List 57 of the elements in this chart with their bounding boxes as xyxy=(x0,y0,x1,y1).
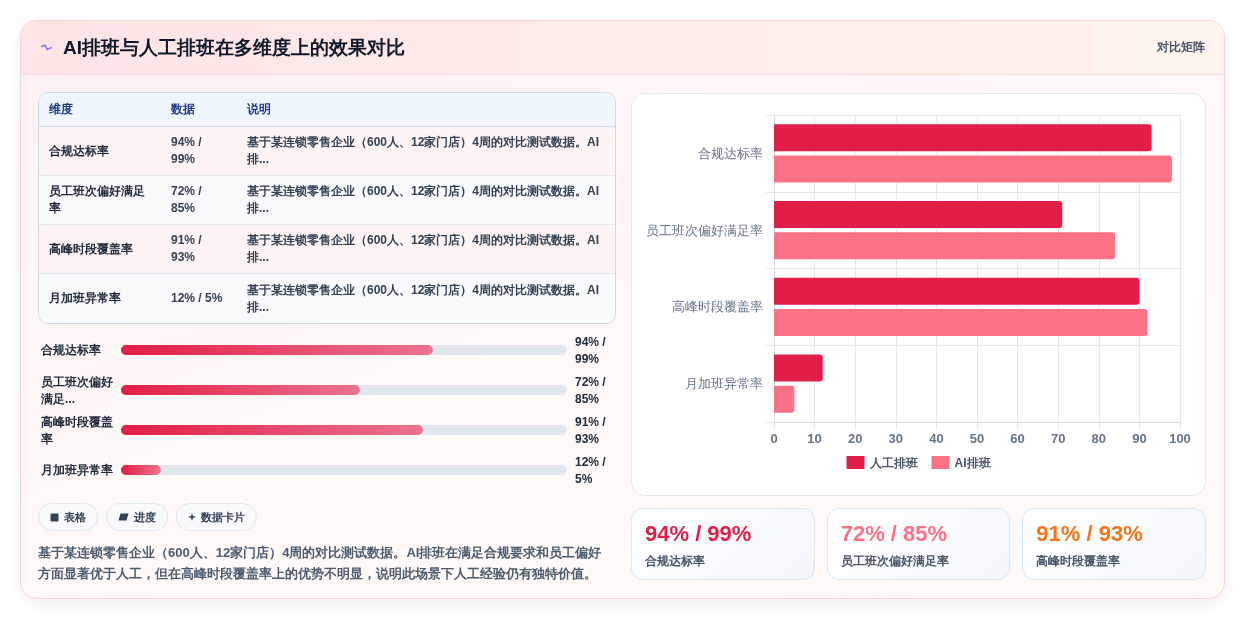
data-label: 94% / 99% xyxy=(575,334,610,366)
text: 高峰时段覆盖率 xyxy=(1036,553,1122,569)
text: 基于某连锁零售企业（600人、12家门店）4周的对比测试数据。AI排... xyxy=(237,176,615,225)
bar xyxy=(774,201,1063,229)
x-tick-label: 40 xyxy=(929,431,944,446)
text: 进度 xyxy=(134,509,156,525)
text: 说明 xyxy=(237,93,615,127)
data-label: 72% / 85% xyxy=(575,374,610,406)
text: 对比矩阵 xyxy=(1157,39,1205,56)
text: 数据 xyxy=(161,93,237,127)
bar xyxy=(774,124,1152,152)
text: 94% / 99% xyxy=(161,127,237,176)
y-tick-label: 高峰时段覆盖率 xyxy=(40,414,113,446)
text: 表格 xyxy=(64,509,86,525)
x-tick-label: 20 xyxy=(847,431,863,446)
bar xyxy=(774,155,1172,183)
text: 基于某连锁零售企业（600人、12家门店）4周的对比测试数据。AI排... xyxy=(237,274,615,323)
bar xyxy=(774,232,1116,260)
text: 72% / 85% xyxy=(840,520,949,548)
x-tick-label: 80 xyxy=(1091,431,1107,446)
bar xyxy=(121,465,161,475)
bar xyxy=(774,354,823,382)
legend-label: 人工排班 xyxy=(868,455,918,470)
x-tick-label: 60 xyxy=(1010,431,1025,446)
text: 数据卡片 xyxy=(201,509,245,525)
text: 基于某连锁零售企业（600人、12家门店）4周的对比测试数据。AI排班在满足合规要求和员工偏好方面显著优于人工，但在高峰时段覆盖率上的优势不明显，说明此场景下人工经验仍有独特价值。 xyxy=(38,544,603,583)
x-tick-label: 90 xyxy=(1132,431,1147,446)
x-tick-label: 0 xyxy=(770,431,778,446)
x-tick-label: 100 xyxy=(1169,431,1191,446)
bar xyxy=(774,308,1148,336)
text: 91% / 93% xyxy=(161,225,237,274)
text: 94% / 99% xyxy=(645,520,753,548)
y-tick-label: 月加班异常率 xyxy=(685,376,763,392)
legend-label: AI排班 xyxy=(954,455,991,470)
text: 合规达标率 xyxy=(645,553,706,569)
y-tick-label: 合规达标率 xyxy=(40,343,101,357)
bar xyxy=(774,385,795,413)
y-tick-label: 员工班次偏好满足... xyxy=(40,374,113,406)
y-tick-label: 员工班次偏好满足率 xyxy=(646,222,763,238)
text: AI排班与人工排班在多维度上的效果对比 xyxy=(63,35,405,60)
x-tick-label: 30 xyxy=(888,431,904,446)
x-tick-label: 70 xyxy=(1050,431,1066,446)
text: 72% / 85% xyxy=(161,176,237,225)
text: 维度 xyxy=(39,93,161,127)
text: 员工班次偏好满足率 xyxy=(840,553,950,569)
x-tick-label: 50 xyxy=(969,431,985,446)
y-tick-label: 高峰时段覆盖率 xyxy=(672,299,763,315)
bar xyxy=(774,277,1140,305)
text: 基于某连锁零售企业（600人、12家门店）4周的对比测试数据。AI排... xyxy=(237,225,615,274)
text: 基于某连锁零售企业（600人、12家门店）4周的对比测试数据。AI排... xyxy=(237,127,615,176)
data-label: 91% / 93% xyxy=(575,414,610,446)
y-tick-label: 月加班异常率 xyxy=(40,463,113,477)
data-label: 12% / 5% xyxy=(575,454,610,486)
x-tick-label: 10 xyxy=(807,431,822,446)
y-tick-label: 合规达标率 xyxy=(698,145,763,161)
text: 91% / 93% xyxy=(1036,520,1144,548)
text: 12% / 5% xyxy=(161,274,237,323)
